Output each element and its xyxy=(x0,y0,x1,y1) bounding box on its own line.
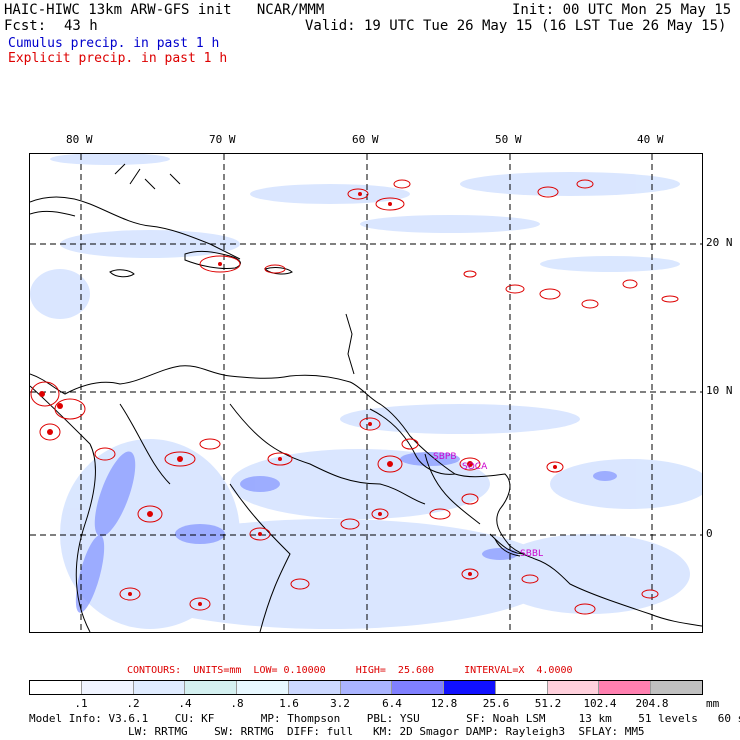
scale-swatch xyxy=(30,681,82,694)
scale-swatch xyxy=(599,681,652,694)
model-info-line2: LW: RRTMG SW: RRTMG DIFF: full KM: 2D Sm… xyxy=(128,725,645,738)
scale-units: mm xyxy=(706,697,720,710)
scale-swatch xyxy=(133,681,186,694)
valid-time: Valid: 19 UTC Tue 26 May 15 (16 LST Tue … xyxy=(305,18,727,34)
scale-label: .8 xyxy=(230,697,244,710)
model-title: HAIC-HIWC 13km ARW-GFS init NCAR/MMM xyxy=(4,2,325,18)
explicit-precip-cores xyxy=(39,192,557,606)
field-explicit-label: Explicit precip. in past 1 h xyxy=(8,51,228,66)
station-label-sbpb: SBPB xyxy=(433,452,457,462)
coastlines xyxy=(30,163,702,632)
field-cumulus-label: Cumulus precip. in past 1 h xyxy=(8,36,220,51)
scale-swatch xyxy=(340,681,393,694)
scale-label: 102.4 xyxy=(583,697,617,710)
scale-swatch xyxy=(392,681,445,694)
cumulus-precip-mid xyxy=(75,451,617,613)
scale-label: .1 xyxy=(74,697,88,710)
lon-label-70w: 70 W xyxy=(209,133,236,146)
lat-label-0: 0 xyxy=(706,527,713,540)
scale-swatch xyxy=(288,681,341,694)
scale-label: 6.4 xyxy=(382,697,402,710)
forecast-label: Fcst: xyxy=(4,18,47,34)
scale-label: .2 xyxy=(126,697,140,710)
scale-label: 3.2 xyxy=(330,697,350,710)
scale-label: 12.8 xyxy=(430,697,458,710)
lon-label-50w: 50 W xyxy=(495,133,522,146)
scale-swatch xyxy=(237,681,289,694)
scale-label: 204.8 xyxy=(635,697,669,710)
scale-swatch xyxy=(495,681,548,694)
station-label-soca: SOCA xyxy=(462,462,488,472)
precip-color-scale xyxy=(29,680,703,695)
scale-label: 1.6 xyxy=(279,697,299,710)
lon-label-60w: 60 W xyxy=(352,133,379,146)
lat-label-10n: 10 N xyxy=(706,384,733,397)
scale-swatch xyxy=(185,681,238,694)
precip-map: SBPB SOCA SBBL xyxy=(29,153,703,633)
scale-swatch xyxy=(547,681,600,694)
scale-label: .4 xyxy=(178,697,192,710)
contours-info: CONTOURS: UNITS=mm LOW= 0.10000 HIGH= 25… xyxy=(127,665,573,676)
map-canvas: SBPB SOCA SBBL xyxy=(30,154,702,632)
scale-swatch xyxy=(81,681,134,694)
lat-label-20n: 20 N xyxy=(706,236,733,249)
cumulus-precip-light xyxy=(30,154,702,629)
station-label-sbbl: SBBL xyxy=(520,549,543,559)
scale-swatch xyxy=(444,681,496,694)
lon-label-40w: 40 W xyxy=(637,133,664,146)
explicit-precip-contours xyxy=(30,179,679,615)
scale-label: 25.6 xyxy=(482,697,510,710)
lon-label-80w: 80 W xyxy=(66,133,93,146)
lat-lon-grid xyxy=(30,154,702,632)
scale-label: 51.2 xyxy=(534,697,562,710)
scale-swatch xyxy=(651,681,702,694)
model-info-line1: Model Info: V3.6.1 CU: KF MP: Thompson P… xyxy=(29,712,740,725)
init-time: Init: 00 UTC Mon 25 May 15 xyxy=(512,2,732,18)
forecast-hour: 43 h xyxy=(64,18,98,34)
